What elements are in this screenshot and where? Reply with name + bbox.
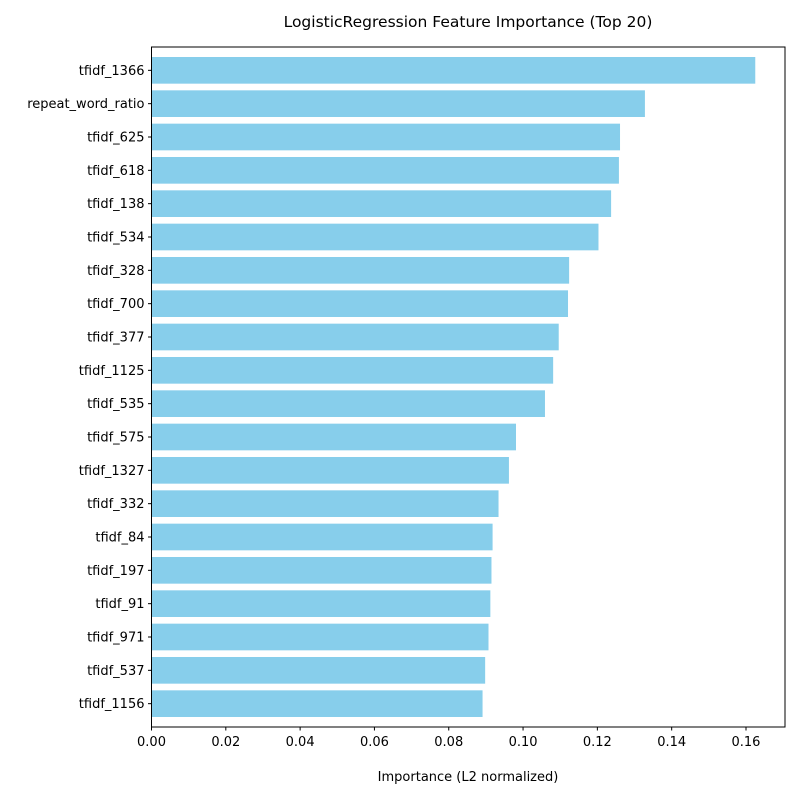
y-tick-label: tfidf_197 [87,564,144,579]
y-tick-label: tfidf_1366 [79,64,145,79]
y-tick-label: tfidf_1125 [79,364,145,379]
bar-tfidf_332 [151,490,499,517]
y-tick-label: repeat_word_ratio [27,97,144,112]
y-tick-label: tfidf_537 [87,664,144,679]
x-tick-label: 0.02 [211,735,240,750]
y-tick-label: tfidf_1327 [79,464,145,479]
bar-tfidf_537 [151,657,486,684]
bar-tfidf_534 [151,223,599,251]
y-tick-label: tfidf_328 [87,264,144,279]
y-axis-ticks: tfidf_1366 repeat_word_ratio tfidf_625tfid… [27,64,152,712]
bar-tfidf_84 [151,523,493,551]
x-tick-label: 0.16 [732,735,761,750]
bar-tfidf_575 [151,423,516,451]
bar-tfidf_1366 [151,57,756,84]
x-axis-title: Importance (L2 normalized) [378,770,559,785]
bar-tfidf_971 [151,623,489,651]
bar-tfidf_625 [151,123,621,151]
y-tick-label: tfidf_534 [87,231,144,246]
y-tick-label: tfidf_138 [87,197,144,212]
x-tick-label: 0.06 [360,735,389,750]
y-tick-label: tfidf_575 [87,431,144,446]
y-tick-label: tfidf_377 [87,331,144,346]
bar-tfidf_618 [151,157,619,184]
bar-repeat_word_ratio [151,90,645,117]
x-tick-label: 0.10 [509,735,538,750]
bar-tfidf_1327 [151,457,509,484]
bar-tfidf_91 [151,590,491,617]
y-tick-label: tfidf_700 [87,297,144,312]
x-tick-label: 0.14 [657,735,686,750]
plot-area-frame [151,46,786,728]
y-tick-label: tfidf_91 [95,597,144,612]
bar-tfidf_535 [151,390,545,417]
x-tick-label: 0.12 [583,735,612,750]
bar-tfidf_328 [151,257,570,284]
bar-tfidf_197 [151,557,492,584]
chart-title: LogisticRegression Feature Importance (T… [284,13,653,31]
x-tick-label: 0.08 [434,735,463,750]
y-tick-label: tfidf_84 [95,531,144,546]
x-tick-label: 0.04 [286,735,315,750]
bar-tfidf_700 [151,290,569,317]
y-tick-label: tfidf_971 [87,631,144,646]
x-tick-label: 0.00 [137,735,166,750]
bar-tfidf_1156 [151,690,483,717]
bar-tfidf_377 [151,323,559,351]
bar-tfidf_138 [151,190,612,217]
bars-group [151,57,756,717]
y-tick-label: tfidf_1156 [79,697,145,712]
y-tick-label: tfidf_625 [87,131,144,146]
y-tick-label: tfidf_618 [87,164,144,179]
bar-tfidf_1125 [151,357,554,384]
x-axis-ticks: 0.00 0.02 0.04 0.06 0.08 0.10 0.12 0.14 0.16 [137,727,760,750]
y-tick-label: tfidf_535 [87,397,144,412]
y-tick-label: tfidf_332 [87,497,144,512]
